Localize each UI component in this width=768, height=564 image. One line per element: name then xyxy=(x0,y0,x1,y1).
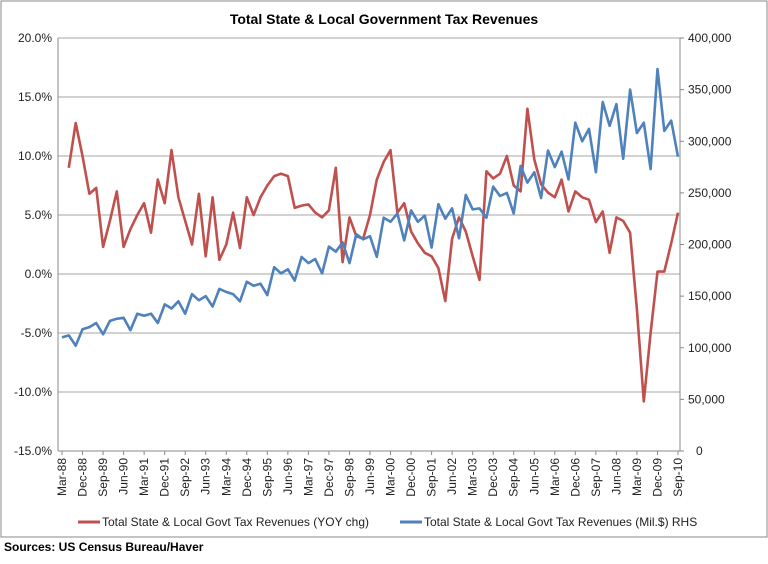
y-left-tick-label: 20.0% xyxy=(18,31,52,45)
x-tick-label: Jun-05 xyxy=(527,458,541,495)
x-tick-label: Jun-96 xyxy=(281,458,295,495)
x-tick-label: Sep-04 xyxy=(507,458,521,497)
x-tick-label: Sep-92 xyxy=(178,458,192,497)
y-left-tick-label: -10.0% xyxy=(14,385,52,399)
x-tick-label: Dec-94 xyxy=(240,458,254,497)
x-tick-label: Mar-88 xyxy=(55,458,69,496)
x-tick-label: Dec-06 xyxy=(568,458,582,497)
y-right-tick-label: 0 xyxy=(696,444,703,458)
x-tick-label: Sep-07 xyxy=(589,458,603,497)
chart-title: Total State & Local Government Tax Reven… xyxy=(230,11,539,27)
x-tick-label: Dec-09 xyxy=(650,458,664,497)
x-tick-label: Jun-08 xyxy=(609,458,623,495)
x-tick-label: Dec-88 xyxy=(76,458,90,497)
x-tick-label: Dec-03 xyxy=(486,458,500,497)
y-right-tick-label: 150,000 xyxy=(688,289,732,303)
x-tick-label: Mar-03 xyxy=(466,458,480,496)
y-right-tick-label: 300,000 xyxy=(688,134,732,148)
y-left-tick-label: -5.0% xyxy=(21,326,53,340)
x-tick-label: Sep-95 xyxy=(260,458,274,497)
x-tick-label: Mar-94 xyxy=(219,458,233,496)
y-right-tick-label: 100,000 xyxy=(688,341,732,355)
x-tick-label: Jun-99 xyxy=(363,458,377,495)
x-tick-label: Mar-09 xyxy=(630,458,644,496)
legend-label-yoy: Total State & Local Govt Tax Revenues (Y… xyxy=(102,515,369,529)
x-tick-label: Dec-00 xyxy=(404,458,418,497)
x-tick-label: Mar-91 xyxy=(137,458,151,496)
x-tick-label: Mar-00 xyxy=(384,458,398,496)
x-tick-label: Dec-91 xyxy=(158,458,172,497)
x-tick-label: Jun-90 xyxy=(117,458,131,495)
x-tick-label: Mar-97 xyxy=(301,458,315,496)
legend-label-revenue: Total State & Local Govt Tax Revenues (M… xyxy=(424,515,697,529)
x-tick-label: Sep-01 xyxy=(425,458,439,497)
y-left-tick-label: 10.0% xyxy=(18,149,52,163)
y-right-tick-label: 400,000 xyxy=(688,31,732,45)
x-tick-label: Sep-10 xyxy=(671,458,685,497)
y-left-tick-label: 0.0% xyxy=(25,267,53,281)
y-right-tick-label: 350,000 xyxy=(688,83,732,97)
series-line-revenue xyxy=(61,67,680,348)
chart-border xyxy=(0,0,768,538)
y-left-tick-label: 15.0% xyxy=(18,90,52,104)
x-tick-label: Dec-97 xyxy=(322,458,336,497)
y-left-tick-label: 5.0% xyxy=(25,208,53,222)
y-right-tick-label: 250,000 xyxy=(688,186,732,200)
source-note: Sources: US Census Bureau/Haver xyxy=(4,540,204,554)
y-right-tick-label: 50,000 xyxy=(688,392,725,406)
x-tick-label: Sep-98 xyxy=(342,458,356,497)
series-line-yoy xyxy=(67,107,680,403)
x-tick-label: Jun-02 xyxy=(445,458,459,495)
y-left-tick-label: -15.0% xyxy=(14,444,52,458)
x-tick-label: Mar-06 xyxy=(548,458,562,496)
x-tick-label: Sep-89 xyxy=(96,458,110,497)
y-right-tick-label: 200,000 xyxy=(688,238,732,252)
x-tick-label: Jun-93 xyxy=(199,458,213,495)
